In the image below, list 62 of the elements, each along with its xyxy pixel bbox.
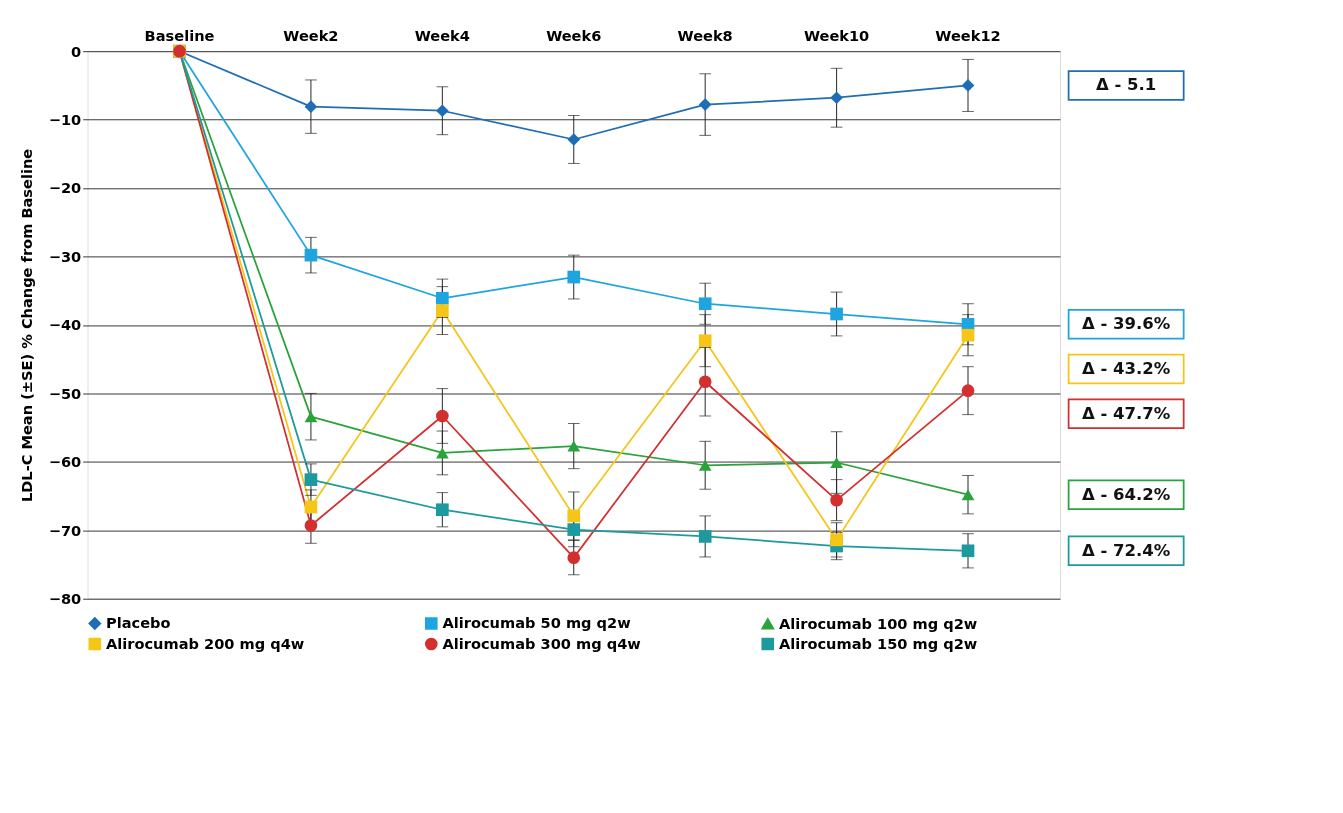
legend-label: Alirocumab 150 mg q2w: [778, 634, 978, 652]
y-axis-title: LDL-C Mean (±SE) % Change from Baseline: [18, 148, 36, 503]
point: [304, 519, 318, 532]
point: [698, 459, 712, 471]
point: [436, 409, 449, 423]
point: [830, 457, 843, 469]
point: [436, 447, 449, 459]
point: [961, 79, 975, 92]
point: [698, 334, 712, 348]
text: Δ - 43.2%: [1081, 358, 1171, 378]
point: [567, 440, 581, 452]
point: [567, 133, 581, 146]
point: [436, 503, 449, 517]
y-tick-label: 0: [71, 42, 82, 60]
y-tick-label: −20: [48, 179, 82, 197]
y-tick-label: −70: [48, 521, 82, 539]
point: [830, 533, 843, 547]
point: [698, 375, 712, 389]
point: [830, 493, 843, 507]
y-tick-label: −30: [48, 247, 82, 265]
point: [436, 104, 449, 118]
x-tick-label: Week10: [803, 26, 870, 44]
point: [961, 328, 975, 342]
point: [304, 473, 318, 486]
legend-label: Placebo: [106, 614, 171, 632]
text: Δ - 64.2%: [1081, 484, 1171, 504]
legend-label: Alirocumab 100 mg q2w: [778, 614, 978, 632]
y-tick-label: −60: [48, 453, 82, 471]
point: [698, 98, 712, 111]
point: [830, 307, 843, 321]
y-tick-label: −40: [48, 316, 82, 334]
legend-label: Alirocumab 200 mg q4w: [106, 634, 305, 652]
y-tick-label: −80: [48, 590, 82, 608]
point: [567, 270, 581, 284]
x-tick-label: Week6: [546, 26, 602, 44]
point: [567, 523, 581, 536]
point: [304, 100, 318, 113]
point: [961, 384, 975, 397]
point: [961, 544, 975, 558]
point: [436, 291, 449, 305]
text: Δ - 39.6%: [1081, 314, 1171, 334]
text: Δ - 47.7%: [1081, 403, 1171, 423]
point: [830, 91, 843, 105]
x-tick-label: Week2: [283, 26, 339, 44]
point: [961, 489, 975, 501]
point: [698, 530, 712, 543]
x-tick-label: Week12: [935, 26, 1001, 44]
x-tick-label: Baseline: [144, 26, 215, 44]
point: [304, 500, 318, 514]
point: [698, 297, 712, 311]
text: Δ - 5.1: [1095, 75, 1157, 95]
point: [567, 551, 581, 564]
y-tick-label: −10: [48, 110, 82, 128]
point: [436, 304, 449, 317]
point: [304, 411, 318, 423]
point: [567, 509, 581, 523]
legend-label: Alirocumab 300 mg q4w: [442, 634, 641, 652]
y-tick-label: −50: [48, 384, 82, 402]
x-tick-label: Week4: [414, 26, 470, 44]
text: Δ - 72.4%: [1081, 540, 1171, 560]
legend-label: Alirocumab 50 mg q2w: [442, 614, 631, 632]
x-tick-label: Week8: [677, 26, 733, 44]
